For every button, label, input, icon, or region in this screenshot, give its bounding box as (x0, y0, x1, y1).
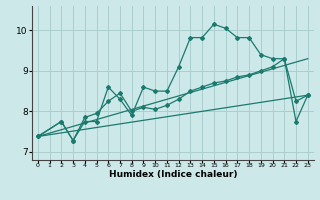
X-axis label: Humidex (Indice chaleur): Humidex (Indice chaleur) (108, 170, 237, 179)
